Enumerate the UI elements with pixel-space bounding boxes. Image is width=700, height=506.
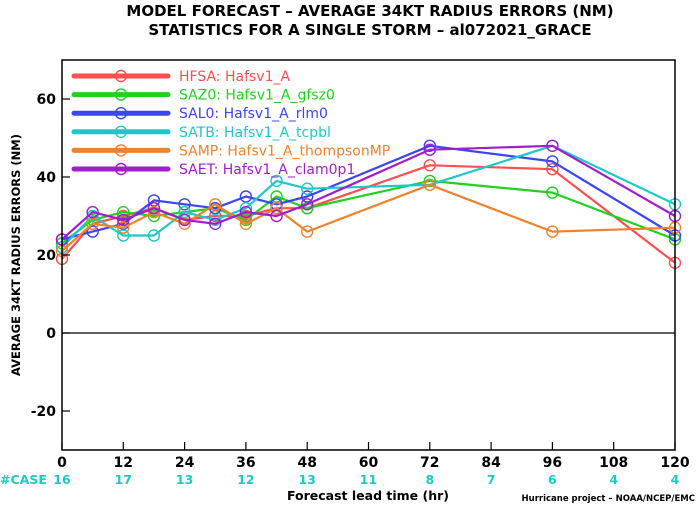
data-point (270, 201, 283, 215)
case-count: 6 (548, 472, 557, 487)
legend-entry: HFSA: Hafsv1_A (71, 69, 291, 85)
x-tick-label: 24 (175, 455, 195, 471)
chart-subtitle: STATISTICS FOR A SINGLE STORM – al072021… (148, 21, 591, 39)
legend-label: SAMP: Hafsv1_A_thompsonMP (179, 143, 390, 159)
legend-label: HFSA: Hafsv1_A (179, 69, 291, 85)
case-count: 11 (360, 472, 377, 487)
data-point (209, 217, 222, 231)
y-tick-label: 0 (46, 326, 56, 342)
data-point (423, 159, 436, 172)
data-point (270, 174, 283, 188)
data-point (239, 205, 253, 219)
data-point (423, 139, 436, 153)
data-point (147, 201, 161, 215)
legend-swatch-marker (114, 144, 128, 157)
data-point (86, 205, 99, 219)
data-point (178, 213, 191, 227)
x-tick-label: 84 (481, 455, 501, 471)
data-point (546, 139, 559, 153)
case-label: #CASE (0, 472, 47, 487)
chart-title: MODEL FORECAST – AVERAGE 34KT RADIUS ERR… (126, 2, 613, 20)
data-point (117, 221, 130, 234)
legend-entry: SAL0: Hafsv1_A_rlm0 (71, 106, 328, 122)
y-tick-label: -20 (31, 404, 57, 420)
series-line (61, 144, 676, 248)
case-count: 7 (487, 472, 496, 487)
plot-frame (61, 59, 676, 451)
x-tick-label: 36 (236, 455, 255, 471)
y-axis-label: AVERAGE 34KT RADIUS ERRORS (NM) (9, 134, 23, 376)
data-point (209, 198, 222, 211)
legend-swatch-marker (114, 106, 128, 120)
data-point (86, 225, 99, 238)
data-point (301, 182, 314, 195)
legend-swatch-marker (114, 162, 128, 176)
credit-text: Hurricane project – NOAA/NCEP/EMC (522, 494, 695, 504)
legend-label: SATB: Hafsv1_A_tcpbl (179, 125, 331, 141)
x-tick-label: 96 (543, 455, 562, 471)
data-point (301, 225, 314, 238)
case-count: 4 (671, 472, 680, 487)
data-point (117, 213, 130, 227)
data-point (423, 143, 436, 156)
y-tick-label: 40 (37, 170, 57, 186)
legend-entry: SAZ0: Hafsv1_A_gfsz0 (71, 88, 335, 104)
x-tick-label: 12 (114, 455, 133, 471)
data-point (117, 229, 130, 242)
case-count: 16 (53, 472, 71, 487)
legend-entry: SAMP: Hafsv1_A_thompsonMP (71, 143, 390, 159)
data-point (178, 198, 191, 211)
x-tick-label: 0 (57, 455, 67, 471)
data-point (147, 229, 161, 242)
data-point (147, 194, 161, 207)
data-point (546, 155, 559, 168)
data-point (546, 225, 559, 238)
legend-entry: SATB: Hafsv1_A_tcpbl (71, 125, 331, 141)
data-point (147, 205, 161, 219)
data-point (423, 174, 436, 188)
case-count: 13 (176, 472, 193, 487)
data-point (301, 198, 314, 211)
case-count: 17 (115, 472, 132, 487)
x-tick-label: 60 (359, 455, 379, 471)
x-axis-label: Forecast lead time (hr) (287, 488, 449, 503)
legend-swatch-marker (114, 69, 128, 83)
case-count: 12 (237, 472, 254, 487)
case-count: 4 (609, 472, 618, 487)
series-5 (55, 178, 682, 258)
data-point (178, 217, 191, 231)
x-tick-label: 48 (297, 455, 316, 471)
case-count: 13 (298, 472, 315, 487)
legend-swatch-marker (114, 125, 128, 139)
data-point (423, 178, 436, 192)
data-point (209, 213, 222, 227)
case-count: 8 (425, 472, 434, 487)
x-tick-label: 120 (660, 455, 689, 471)
y-tick-label: 60 (37, 92, 57, 108)
legend-entry: SAET: Hafsv1_A_clam0p1 (71, 162, 355, 178)
data-point (546, 162, 559, 176)
data-point (239, 201, 253, 215)
x-tick-label: 72 (420, 455, 439, 471)
data-point (270, 209, 283, 223)
legend-label: SAZ0: Hafsv1_A_gfsz0 (179, 88, 335, 104)
legend-label: SAET: Hafsv1_A_clam0p1 (179, 162, 355, 178)
y-tick-label: 20 (37, 248, 57, 264)
x-tick-label: 108 (599, 455, 628, 471)
legend-swatch-marker (114, 88, 128, 101)
data-point (301, 190, 314, 203)
legend-label: SAL0: Hafsv1_A_rlm0 (179, 106, 328, 122)
data-point (546, 186, 559, 199)
